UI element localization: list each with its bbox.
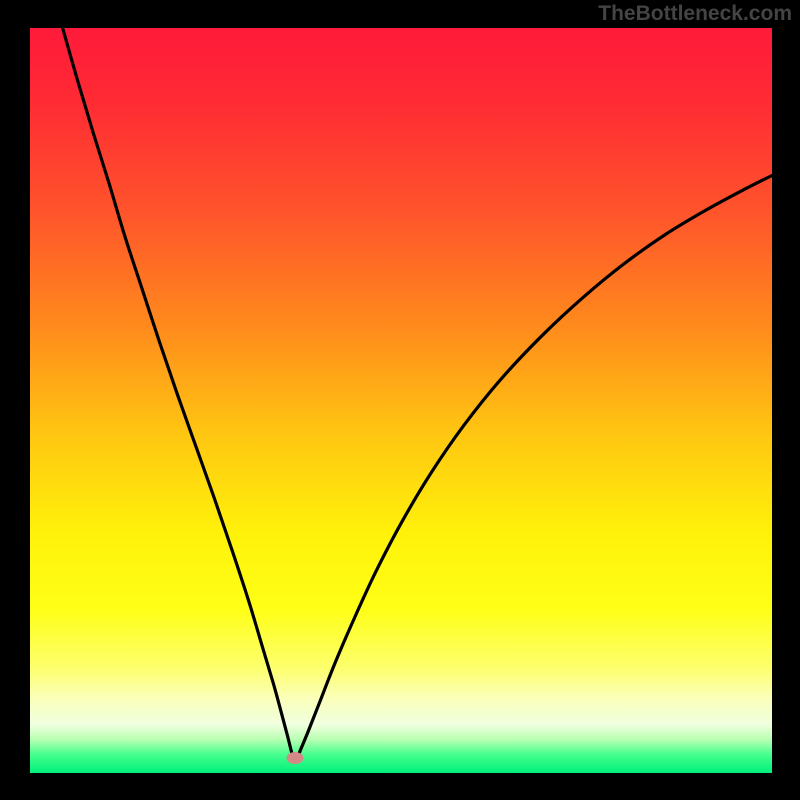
v-curve-path [63, 28, 772, 758]
plot-area [30, 28, 772, 773]
minimum-marker [286, 752, 303, 764]
watermark-text: TheBottleneck.com [598, 2, 792, 26]
curve-svg [30, 28, 772, 773]
